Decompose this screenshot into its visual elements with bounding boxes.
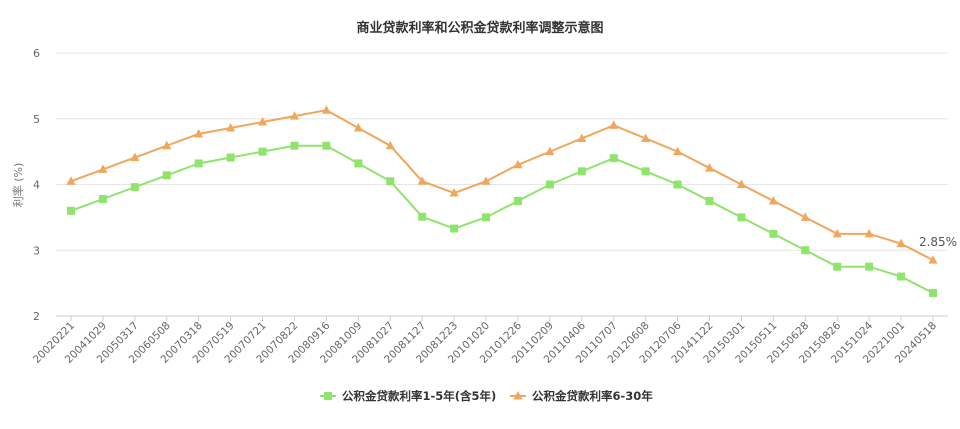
data-point[interactable] [801,246,810,255]
data-point[interactable] [162,171,171,180]
y-axis-label: 利率 (%) [11,163,25,208]
data-point[interactable] [800,212,810,221]
data-point[interactable] [768,195,778,205]
data-point[interactable] [513,159,523,169]
data-point[interactable] [513,196,522,205]
y-tick-label: 3 [33,244,40,257]
data-point[interactable] [162,140,172,150]
data-point[interactable] [98,164,108,173]
series-layer [66,105,938,297]
data-point[interactable] [67,206,75,215]
data-point[interactable] [98,194,107,203]
data-point[interactable] [386,177,395,186]
data-point[interactable] [864,228,874,238]
y-tick-label: 2 [33,310,40,323]
data-point[interactable] [226,153,235,162]
data-point[interactable] [194,128,204,138]
data-point[interactable] [449,188,459,197]
data-point[interactable] [832,228,842,238]
data-point[interactable] [66,176,76,185]
annotation-layer: 2.85% [919,235,957,249]
data-point[interactable] [258,117,268,126]
data-point[interactable] [130,152,140,162]
data-point[interactable] [928,255,938,264]
data-label: 2.85% [919,235,957,249]
data-point[interactable] [673,146,683,156]
legend-label: 公积金贷款利率1-5年(含5年) [342,389,496,403]
data-point[interactable] [194,159,203,168]
data-point[interactable] [737,213,746,222]
data-point[interactable] [641,167,650,176]
chart-title: 商业贷款利率和公积金贷款利率调整示意图 [356,20,603,36]
series-line[interactable] [70,109,934,262]
data-point[interactable] [321,105,331,114]
y-tick-label: 5 [33,113,40,126]
grid-layer [56,52,948,317]
data-point[interactable] [418,212,427,221]
data-point[interactable] [865,262,874,271]
data-point[interactable] [354,159,363,168]
data-point[interactable] [385,140,395,150]
data-point[interactable] [673,180,682,189]
data-point[interactable] [897,272,906,281]
y-tick-label: 6 [33,47,40,60]
legend-marker [324,392,332,400]
y-tick-labels: 2 3 4 5 6 [33,47,40,323]
data-point[interactable] [736,179,746,189]
data-point[interactable] [258,147,267,156]
series-line[interactable] [70,144,934,294]
data-point[interactable] [833,262,842,271]
data-point[interactable] [577,133,587,142]
series-1[interactable] [67,141,937,297]
data-point[interactable] [896,238,906,248]
data-point[interactable] [929,288,937,297]
series-2[interactable] [66,105,938,264]
data-point[interactable] [481,176,491,185]
data-point[interactable] [577,167,586,176]
legend-item-2[interactable]: 公积金贷款利率6-30年 [510,389,653,403]
data-point[interactable] [226,122,236,132]
legend-item-1[interactable]: 公积金贷款利率1-5年(含5年) [320,389,496,403]
data-point[interactable] [609,120,619,129]
data-point[interactable] [545,180,554,189]
data-point[interactable] [769,229,778,238]
data-point[interactable] [353,122,363,132]
data-point[interactable] [322,141,331,150]
data-point[interactable] [641,133,651,142]
data-point[interactable] [609,154,618,163]
x-tick-labels: 2002022120041029200503172006050820070318… [31,316,939,366]
data-point[interactable] [130,183,139,192]
y-tick-label: 4 [33,179,40,192]
legend-marker [513,391,523,400]
data-point[interactable] [450,224,459,233]
data-point[interactable] [289,111,299,120]
data-point[interactable] [417,176,427,185]
data-point[interactable] [482,213,491,222]
data-point[interactable] [705,196,714,205]
data-point[interactable] [705,163,715,172]
legend[interactable]: 公积金贷款利率1-5年(含5年) 公积金贷款利率6-30年 [320,389,653,403]
data-point[interactable] [545,146,555,156]
data-point[interactable] [290,141,299,150]
legend-label: 公积金贷款利率6-30年 [532,389,653,403]
